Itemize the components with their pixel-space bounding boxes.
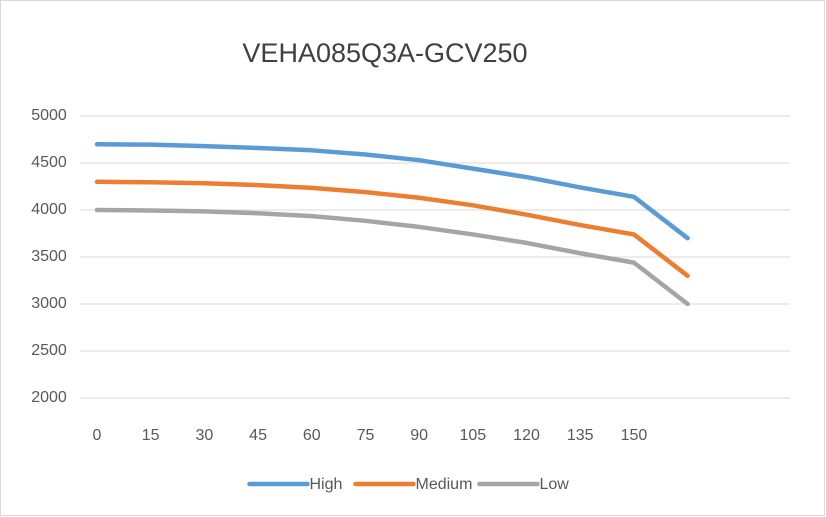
legend-label: High [310, 476, 343, 493]
series-line [94, 207, 690, 307]
x-tick-label: 105 [459, 427, 486, 444]
x-tick-label: 30 [195, 427, 213, 444]
y-tick-label: 2000 [31, 389, 67, 406]
y-tick-label: 4000 [31, 201, 67, 218]
legend-label: Medium [416, 476, 473, 493]
series-line [94, 179, 690, 279]
x-tick-label: 60 [303, 427, 321, 444]
x-tick-label: 15 [142, 427, 160, 444]
y-tick-label: 4500 [31, 154, 67, 171]
x-tick-label: 0 [93, 427, 102, 444]
y-tick-label: 3000 [31, 295, 67, 312]
y-tick-label: 2500 [31, 342, 67, 359]
y-tick-label: 3500 [31, 248, 67, 265]
legend-label: Low [540, 476, 570, 493]
x-tick-label: 135 [567, 427, 594, 444]
series-line [94, 141, 690, 241]
x-tick-label: 75 [357, 427, 375, 444]
x-tick-label: 150 [621, 427, 648, 444]
y-tick-label: 5000 [31, 107, 67, 124]
x-tick-label: 90 [410, 427, 428, 444]
x-tick-label: 120 [513, 427, 540, 444]
x-tick-label: 45 [249, 427, 267, 444]
chart-title: VEHA085Q3A-GCV250 [242, 38, 527, 68]
